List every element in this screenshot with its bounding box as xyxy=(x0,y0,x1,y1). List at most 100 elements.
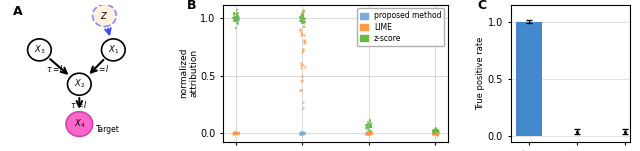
Point xyxy=(298,131,308,134)
Point xyxy=(298,22,308,24)
Point xyxy=(296,34,307,36)
Point xyxy=(364,133,374,135)
Point xyxy=(429,130,439,133)
Point xyxy=(429,131,439,134)
Point xyxy=(296,131,307,134)
Point xyxy=(297,132,307,135)
Point xyxy=(296,64,307,66)
Point xyxy=(364,132,374,134)
Point xyxy=(362,133,372,135)
Point xyxy=(231,132,241,134)
Point xyxy=(230,18,240,20)
Point xyxy=(229,132,239,135)
Point xyxy=(430,130,440,133)
Point xyxy=(232,12,243,14)
Circle shape xyxy=(67,73,91,95)
Point xyxy=(230,132,240,134)
Point xyxy=(363,131,373,134)
Point xyxy=(296,62,306,65)
Point xyxy=(428,132,438,134)
Text: $\tau = I$: $\tau = I$ xyxy=(70,99,88,110)
Point xyxy=(298,64,308,66)
Point xyxy=(298,132,308,134)
Point xyxy=(364,127,374,130)
Point xyxy=(428,133,438,136)
Point xyxy=(298,17,308,20)
Point xyxy=(363,132,373,134)
Point xyxy=(297,132,307,134)
Point xyxy=(366,131,376,134)
Point xyxy=(365,132,375,134)
Point xyxy=(364,132,374,134)
Point xyxy=(364,131,374,133)
Point xyxy=(428,132,438,134)
Point xyxy=(433,129,443,131)
Point xyxy=(232,18,242,20)
Point xyxy=(366,130,376,133)
Point xyxy=(429,132,440,134)
Point xyxy=(366,132,376,134)
Point xyxy=(428,130,438,132)
Point xyxy=(432,131,442,134)
Point xyxy=(232,18,243,20)
Point xyxy=(297,20,307,22)
Point xyxy=(296,132,307,135)
Point xyxy=(232,132,243,135)
Point xyxy=(298,15,308,17)
Point xyxy=(233,17,243,20)
Point xyxy=(362,126,372,128)
Point xyxy=(300,17,310,20)
Point xyxy=(298,18,308,21)
Text: $X_1$: $X_1$ xyxy=(108,44,119,56)
Point xyxy=(429,132,439,134)
Point xyxy=(298,14,308,17)
Point xyxy=(362,132,372,134)
Point xyxy=(363,131,373,134)
Point xyxy=(431,132,441,134)
Point xyxy=(296,33,307,35)
Point xyxy=(230,131,240,134)
Point xyxy=(228,132,239,134)
Point xyxy=(429,132,440,134)
Point xyxy=(365,125,375,127)
Point xyxy=(230,16,240,18)
Text: $\tau = I$: $\tau = I$ xyxy=(46,63,64,74)
Point xyxy=(364,131,374,133)
Point xyxy=(362,131,372,134)
Point xyxy=(298,101,308,104)
Point xyxy=(233,22,243,25)
Point xyxy=(228,17,239,19)
Point xyxy=(296,131,306,134)
Point xyxy=(300,41,310,44)
Point xyxy=(296,131,306,133)
Point xyxy=(298,47,308,50)
Point xyxy=(363,132,373,135)
Point xyxy=(431,131,441,134)
Point xyxy=(232,14,242,16)
Point xyxy=(365,125,376,128)
Point xyxy=(362,132,372,135)
Point xyxy=(297,132,307,134)
Point xyxy=(295,89,305,91)
Point xyxy=(233,16,243,19)
Point xyxy=(429,132,440,134)
Point xyxy=(433,129,443,132)
Point xyxy=(228,132,239,134)
Point xyxy=(429,132,439,134)
Point xyxy=(296,89,306,91)
Point xyxy=(230,13,240,15)
Point xyxy=(361,132,371,134)
Point xyxy=(430,130,440,133)
Bar xyxy=(516,22,543,136)
Point xyxy=(429,132,439,134)
Point xyxy=(431,131,441,134)
Point xyxy=(433,133,443,135)
Point xyxy=(431,132,441,134)
Point xyxy=(228,18,239,20)
Point xyxy=(300,66,310,68)
Point xyxy=(233,12,243,14)
Point xyxy=(297,51,307,53)
Point xyxy=(429,132,439,134)
Point xyxy=(298,132,308,134)
Point xyxy=(232,12,242,15)
